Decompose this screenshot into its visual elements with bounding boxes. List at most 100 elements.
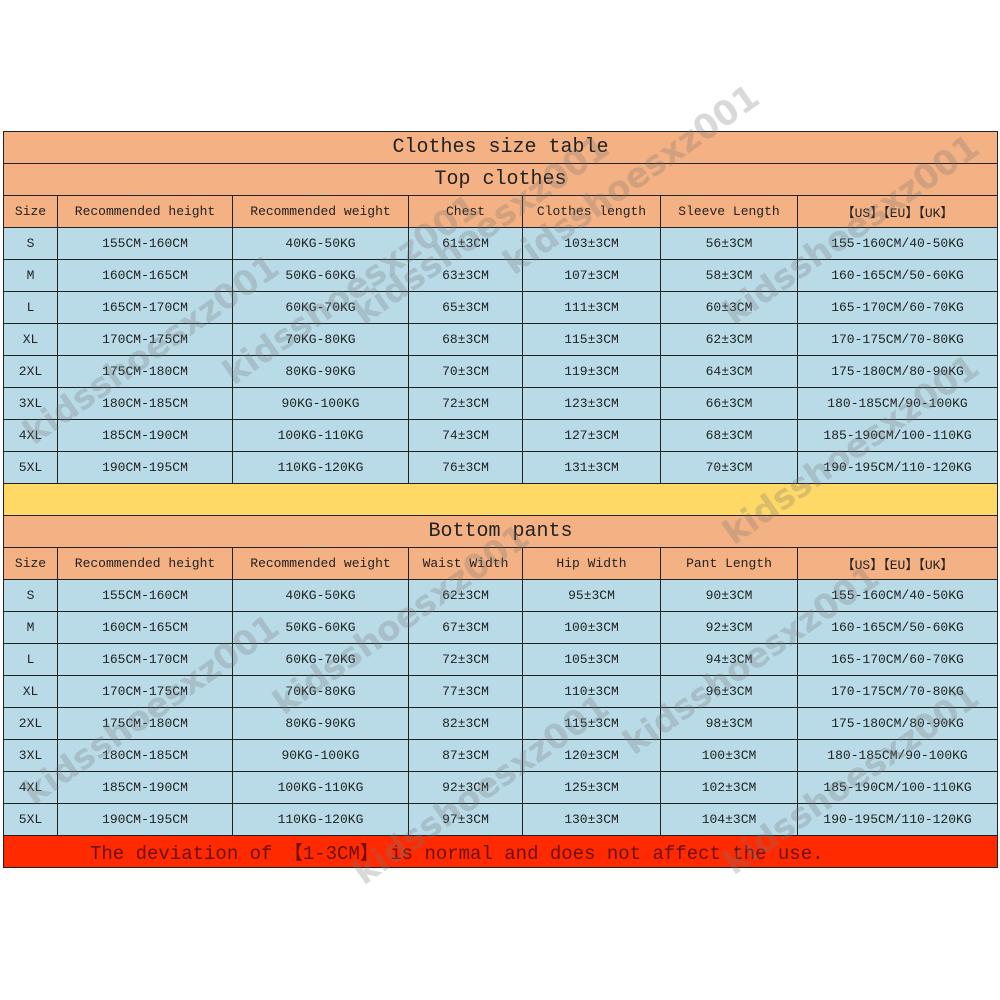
table-row: M 160CM-165CM 50KG-60KG 67±3CM 100±3CM 92±3CM… [3,611,999,644]
table-cell: 155CM-160CM [57,227,233,260]
table-cell: 110KG-120KG [232,451,409,484]
column-header: Recommended weight [232,547,409,580]
separator-cell [2,483,999,516]
table-row: 3XL 180CM-185CM 90KG-100KG 72±3CM 123±3CM 66±… [3,387,999,420]
table-cell: 175CM-180CM [57,355,233,388]
table-cell: 190CM-195CM [57,451,233,484]
column-header: Size [3,195,58,228]
table-cell: 103±3CM [522,227,661,260]
table-cell: 111±3CM [522,291,661,324]
table-cell: 115±3CM [522,323,661,356]
table-row: L 165CM-170CM 60KG-70KG 72±3CM 105±3CM 94±3CM… [3,643,999,676]
bottom-pants-heading: Bottom pants [2,515,999,548]
column-header: Recommended weight [232,195,409,228]
table-cell: 72±3CM [408,387,523,420]
table-row: M 160CM-165CM 50KG-60KG 63±3CM 107±3CM 58±3CM… [3,259,999,292]
table-cell: 90±3CM [660,579,798,612]
table-cell: XL [3,675,58,708]
column-header: 【US】【EU】【UK】 [796,195,999,228]
table-cell: 104±3CM [660,803,798,836]
table-cell: 131±3CM [522,451,661,484]
deviation-note: The deviation of 【1-3CM】 is normal and d… [2,835,999,868]
table-cell: M [3,611,58,644]
table-cell: 40KG-50KG [232,227,409,260]
table-cell: 2XL [3,707,58,740]
table-cell: 60KG-70KG [232,643,409,676]
table-cell: 5XL [3,451,58,484]
size-table: Clothes size table Top clothes Size Recom… [2,131,999,868]
table-cell: 56±3CM [660,227,798,260]
table-cell: 102±3CM [660,771,798,804]
table-cell: 97±3CM [408,803,523,836]
table-cell: 170CM-175CM [57,323,233,356]
table-cell: L [3,643,58,676]
table-cell: 100±3CM [522,611,661,644]
table-cell: XL [3,323,58,356]
table-cell: 190-195CM/110-120KG [796,451,999,484]
table-row: S 155CM-160CM 40KG-50KG 62±3CM 95±3CM 90±3CM 1… [3,579,999,612]
table-cell: 5XL [3,803,58,836]
table-cell: 110±3CM [522,675,661,708]
table-cell: 185CM-190CM [57,771,233,804]
table-cell: 105±3CM [522,643,661,676]
table-cell: 100KG-110KG [232,419,409,452]
column-header: Size [3,547,58,580]
table-cell: 96±3CM [660,675,798,708]
table-cell: 77±3CM [408,675,523,708]
table-cell: 70±3CM [660,451,798,484]
table-cell: 160-165CM/50-60KG [796,259,999,292]
table-cell: 60KG-70KG [232,291,409,324]
table-cell: 65±3CM [408,291,523,324]
table-cell: 4XL [3,771,58,804]
bottom-heading-row: Bottom pants [2,515,999,548]
table-cell: 180-185CM/90-100KG [796,739,999,772]
column-header: Hip Width [522,547,661,580]
column-header: Pant Length [660,547,798,580]
table-cell: 70KG-80KG [232,675,409,708]
table-cell: 92±3CM [408,771,523,804]
table-cell: 180-185CM/90-100KG [796,387,999,420]
separator-row [2,483,999,516]
table-cell: 100±3CM [660,739,798,772]
note-row: The deviation of 【1-3CM】 is normal and d… [2,835,999,868]
table-row: XL 170CM-175CM 70KG-80KG 77±3CM 110±3CM 96±3C… [3,675,999,708]
table-cell: 120±3CM [522,739,661,772]
table-cell: 155-160CM/40-50KG [796,579,999,612]
table-cell: 160CM-165CM [57,611,233,644]
table-cell: 175-180CM/80-90KG [796,355,999,388]
table-cell: 130±3CM [522,803,661,836]
table-cell: 62±3CM [408,579,523,612]
table-cell: 160CM-165CM [57,259,233,292]
table-cell: 63±3CM [408,259,523,292]
column-header: 【US】【EU】【UK】 [796,547,999,580]
table-cell: 170CM-175CM [57,675,233,708]
table-row: 2XL 175CM-180CM 80KG-90KG 70±3CM 119±3CM 64±3… [3,355,999,388]
table-row: 4XL 185CM-190CM 100KG-110KG 74±3CM 127±3CM 68… [3,419,999,452]
table-cell: 70KG-80KG [232,323,409,356]
table-cell: S [3,579,58,612]
top-header-row: Size Recommended height Recommended weight… [3,195,999,228]
table-cell: 180CM-185CM [57,387,233,420]
table-cell: 90KG-100KG [232,739,409,772]
table-cell: 92±3CM [660,611,798,644]
table-cell: 190-195CM/110-120KG [796,803,999,836]
table-cell: 68±3CM [408,323,523,356]
table-cell: 175-180CM/80-90KG [796,707,999,740]
table-cell: 185CM-190CM [57,419,233,452]
column-header: Recommended height [57,547,233,580]
table-cell: 50KG-60KG [232,611,409,644]
table-cell: 40KG-50KG [232,579,409,612]
table-cell: 3XL [3,739,58,772]
table-row: 5XL 190CM-195CM 110KG-120KG 76±3CM 131±3CM 70… [3,451,999,484]
table-cell: 165CM-170CM [57,643,233,676]
table-row: S 155CM-160CM 40KG-50KG 61±3CM 103±3CM 56±3CM… [3,227,999,260]
table-cell: 94±3CM [660,643,798,676]
table-cell: 180CM-185CM [57,739,233,772]
table-cell: 80KG-90KG [232,355,409,388]
top-clothes-heading: Top clothes [2,163,999,196]
table-cell: 123±3CM [522,387,661,420]
table-cell: 165-170CM/60-70KG [796,643,999,676]
bottom-header-row: Size Recommended height Recommended weight… [3,547,999,580]
table-cell: 98±3CM [660,707,798,740]
table-cell: 66±3CM [660,387,798,420]
